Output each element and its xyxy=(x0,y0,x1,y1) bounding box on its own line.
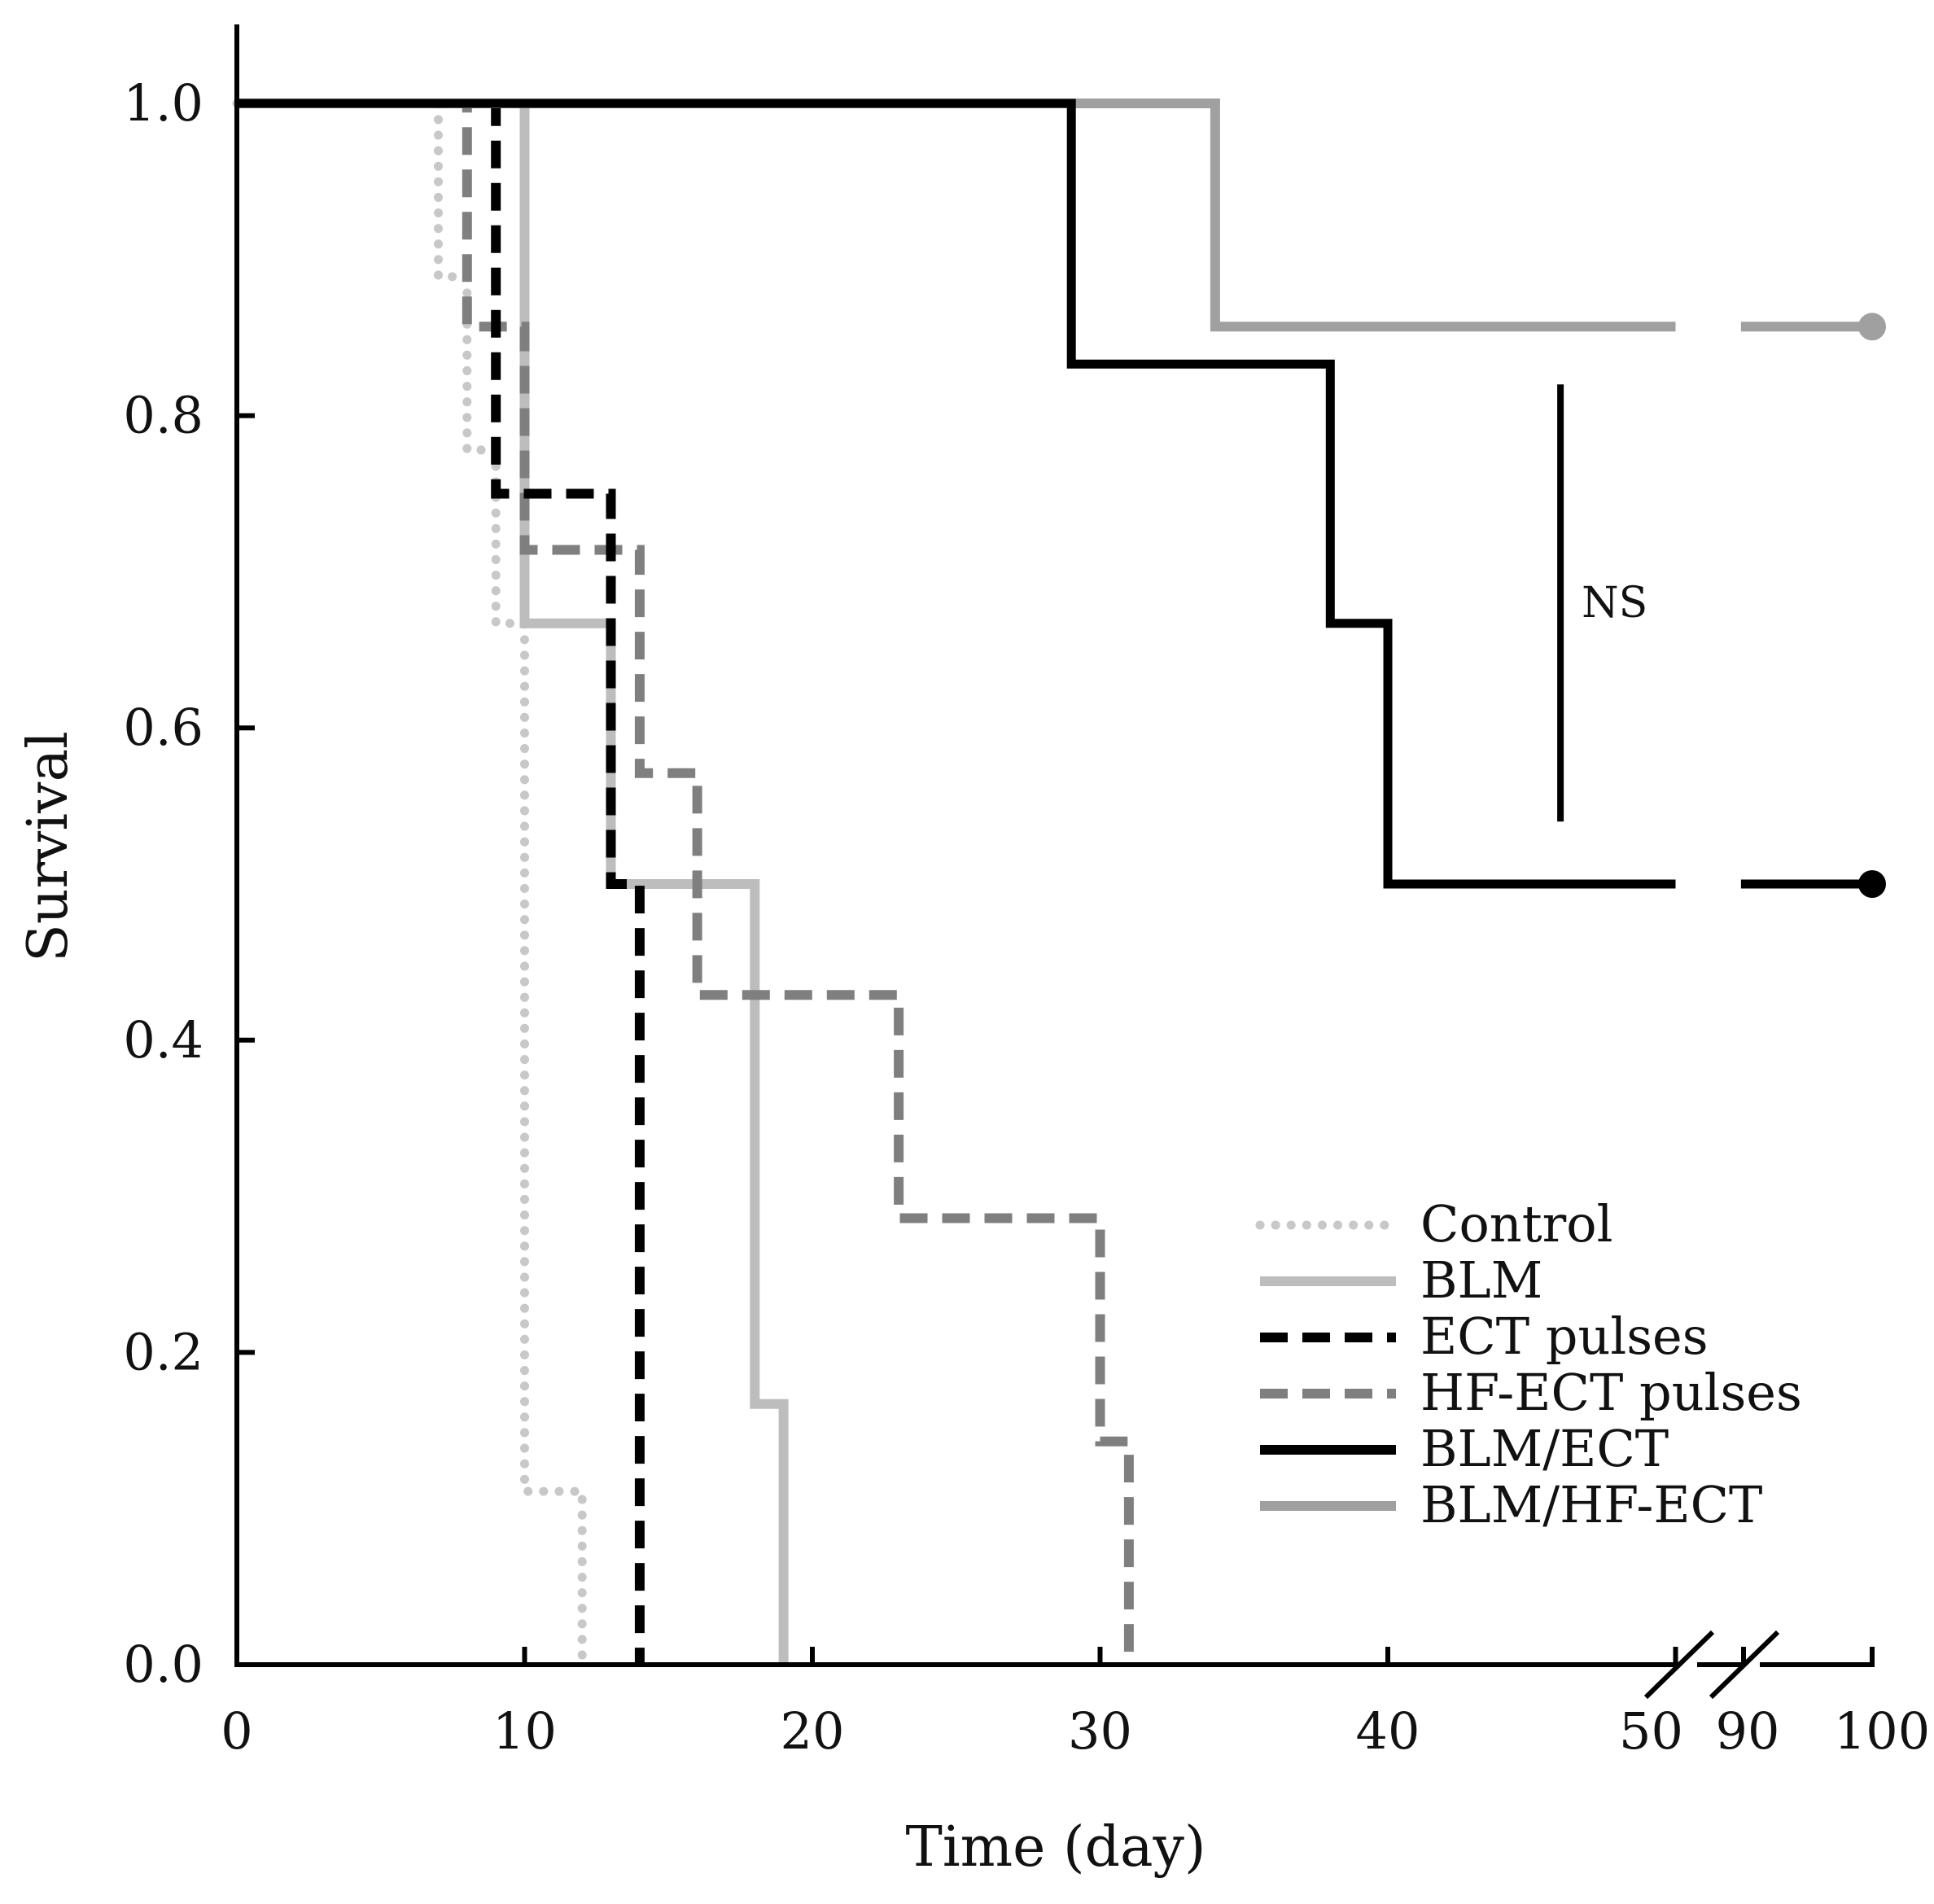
x-tick-label: 90 xyxy=(1716,1701,1780,1761)
annotation-layer: NS xyxy=(1557,384,1647,822)
legend-label: ECT pulses xyxy=(1420,1307,1709,1366)
y-tick-label: 0.2 xyxy=(123,1322,203,1381)
series-line-control xyxy=(232,98,587,1670)
series-line-blm-ect xyxy=(237,98,1676,889)
x-tick-label: 50 xyxy=(1619,1701,1683,1761)
series-line-hf-ect-pulses xyxy=(237,98,1134,1665)
legend-label: BLM/HF-ECT xyxy=(1420,1475,1762,1534)
x-tick-label: 10 xyxy=(492,1701,557,1761)
x-tick-label: 0 xyxy=(221,1701,252,1761)
censor-marker xyxy=(1858,870,1886,898)
x-tick-label: 100 xyxy=(1834,1701,1930,1761)
x-axis-title: Time (day) xyxy=(906,1815,1206,1880)
y-tick-label: 0.8 xyxy=(123,386,203,445)
ticks-layer: 0 10 20 30 40 50 90 100 0.0 0.2 0.4 0.6 0.8 1.0 xyxy=(123,73,1930,1761)
legend-label: HF-ECT pulses xyxy=(1420,1363,1802,1422)
x-tick-label: 20 xyxy=(781,1701,845,1761)
x-tick-label: 40 xyxy=(1356,1701,1420,1761)
y-axis-title: Survival xyxy=(16,731,81,962)
y-tick-label: 0.4 xyxy=(123,1010,203,1070)
legend-label: Control xyxy=(1420,1194,1612,1254)
legend-label: BLM/ECT xyxy=(1420,1419,1669,1478)
x-tick-label: 30 xyxy=(1068,1701,1132,1761)
legend-label: BLM xyxy=(1420,1250,1542,1310)
censor-marker xyxy=(1858,313,1886,341)
y-tick-label: 0.6 xyxy=(123,698,203,757)
axis-break-slash xyxy=(1643,1630,1715,1700)
y-tick-label: 1.0 xyxy=(123,73,203,133)
ns-label: NS xyxy=(1582,579,1647,628)
series-layer xyxy=(232,98,1886,1670)
series-line-ect-pulses xyxy=(237,98,645,1665)
y-tick-label: 0.0 xyxy=(123,1635,203,1694)
series-line-blm-hf-ect xyxy=(237,98,1676,332)
axes-layer xyxy=(234,24,1875,1700)
